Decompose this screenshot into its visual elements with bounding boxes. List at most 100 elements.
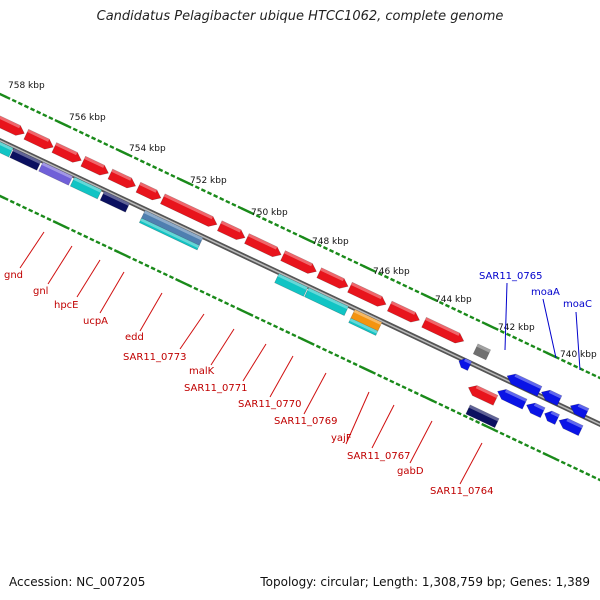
outer-scale-tick xyxy=(194,185,200,190)
inner-scale-tick xyxy=(83,234,89,239)
inner-scale-tick xyxy=(279,327,285,332)
lower-gene-pair-0 xyxy=(138,217,200,251)
inner-scale-tick xyxy=(481,422,487,427)
forward-gene-10-shine xyxy=(320,267,345,282)
lower-gene-4 xyxy=(99,190,131,213)
inner-scale-tick xyxy=(395,382,401,387)
outer-scale-tick xyxy=(57,120,69,128)
forward-gene-6 xyxy=(159,193,218,227)
scale-label-744: 744 kbp xyxy=(435,295,472,305)
lower-gene-1-shine xyxy=(12,148,42,164)
inner-scale-tick xyxy=(456,411,462,416)
gray-gene-body xyxy=(472,343,492,361)
outer-scale-tick xyxy=(133,156,139,161)
lower-gene-0-shine xyxy=(0,133,14,151)
inner-scale-tick xyxy=(224,301,230,306)
outer-scale-tick xyxy=(451,306,457,311)
forward-gene-10 xyxy=(316,267,349,289)
outer-scale-tick xyxy=(66,124,72,129)
inner-scale-tick xyxy=(536,448,542,454)
blue-gene-0-body xyxy=(506,373,543,397)
lower-gene-2-shine xyxy=(41,162,73,179)
outer-scale-tick xyxy=(48,116,54,121)
outer-scale-tick xyxy=(274,222,280,227)
lower-gene-4-body xyxy=(99,190,131,213)
lower-gene-0 xyxy=(0,133,14,158)
inner-scale-tick xyxy=(566,463,572,468)
gene-label-SAR11_0767: SAR11_0767 xyxy=(347,451,411,462)
inner-scale-tick xyxy=(301,337,312,345)
outer-scale-tick xyxy=(329,248,335,253)
inner-scale-tick xyxy=(95,240,101,245)
outer-scale-tick xyxy=(402,283,408,288)
outer-scale-tick xyxy=(176,176,182,181)
outer-scale-tick xyxy=(353,260,359,265)
map-title: Candidatus Pelagibacter ubique HTCC1062,… xyxy=(96,9,504,24)
inner-scale-tick xyxy=(52,220,58,225)
lower-gene-1-body xyxy=(9,148,42,171)
inner-scale-tick xyxy=(21,205,27,210)
forward-gene-9-body xyxy=(280,250,317,274)
forward-gene-0-body xyxy=(0,115,25,136)
blue-gene-small xyxy=(458,358,473,371)
scale-label-742: 742 kbp xyxy=(498,323,535,333)
scale-label-750: 750 kbp xyxy=(251,208,288,218)
inner-scale-tick xyxy=(285,330,291,335)
forward-gene-5-body xyxy=(135,181,162,201)
lower-gene-7 xyxy=(304,287,349,316)
forward-gene-0-shine xyxy=(0,115,21,129)
forward-gene-8-shine xyxy=(247,233,278,250)
inner-scale-tick xyxy=(162,272,168,277)
lower-gene-6-shine xyxy=(277,273,308,291)
inner-scale-tick xyxy=(334,353,340,358)
forward-gene-12 xyxy=(386,300,420,323)
inner-scale-tick xyxy=(211,295,217,300)
inner-scale-tick xyxy=(15,202,21,207)
outer-scale-tick xyxy=(371,269,377,274)
blue-gene-4-shine xyxy=(550,410,560,418)
outer-scale-tick xyxy=(292,231,298,236)
scale-labels: 758 kbp 756 kbp 754 kbp 752 kbp 750 kbp … xyxy=(8,81,597,360)
outer-scale-tick xyxy=(363,265,374,272)
inner-scale-tick xyxy=(3,196,9,201)
gene-label-SAR11_0771: SAR11_0771 xyxy=(184,383,248,394)
reverse-gene-0 xyxy=(467,385,499,406)
blue-gene-4 xyxy=(544,410,560,425)
blue-gene-2 xyxy=(497,389,528,410)
inner-scale-tick xyxy=(438,402,444,407)
outer-scale-tick xyxy=(383,274,389,279)
forward-gene-12-body xyxy=(386,300,420,323)
outer-scale-tick xyxy=(30,107,36,112)
inner-scale-tick xyxy=(484,424,495,432)
lower-gene-pair-0-shine xyxy=(140,218,200,249)
blue-gene-3-body xyxy=(526,402,546,419)
lower-gene-pair-1 xyxy=(348,317,379,336)
forward-gene-10-body xyxy=(316,267,349,289)
forward-gene-11-shine xyxy=(350,282,383,300)
inner-scale-tick xyxy=(297,335,303,341)
inner-scale-tick xyxy=(554,457,560,462)
outer-scale-tick xyxy=(481,321,487,326)
forward-gene-8-body xyxy=(244,233,282,258)
outer-scale-tick xyxy=(359,263,365,268)
outer-scale-tick xyxy=(597,375,600,380)
inner-scale-tick xyxy=(175,278,181,283)
outer-scale-tick xyxy=(23,104,29,109)
outer-scale-tick xyxy=(524,341,530,346)
outer-scale-tick xyxy=(188,182,194,187)
outer-scale-tick xyxy=(213,194,219,199)
gene-label-edd: edd xyxy=(125,332,144,343)
gray-gene xyxy=(472,343,492,361)
gene-label-SAR11_0770: SAR11_0770 xyxy=(238,399,302,410)
inner-scale-tick xyxy=(573,466,579,471)
forward-gene-12-shine xyxy=(390,301,416,315)
outer-scale-tick xyxy=(463,312,469,317)
outer-scale-tick xyxy=(438,300,444,305)
red-label-leaders xyxy=(19,231,483,485)
lower-gene-pair-1-shine xyxy=(349,318,378,334)
inner-scale-tick xyxy=(597,477,600,482)
reverse-gene-1-body xyxy=(465,404,500,429)
scale-label-748: 748 kbp xyxy=(312,237,349,247)
outer-scale-tick xyxy=(237,205,243,210)
